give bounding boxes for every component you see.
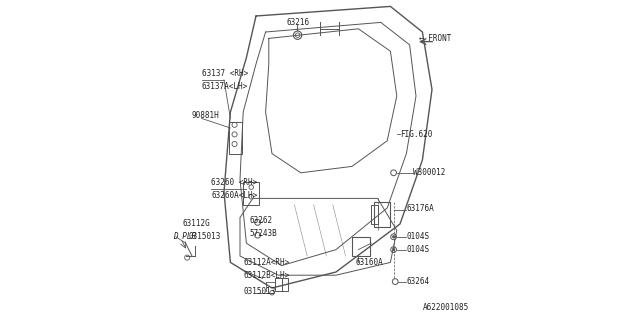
Text: 0104S: 0104S <box>406 232 429 241</box>
Text: 57243B: 57243B <box>250 229 277 238</box>
Bar <box>374 202 390 227</box>
Text: W300012: W300012 <box>413 168 445 177</box>
Text: A622001085: A622001085 <box>422 303 468 312</box>
Text: 63137 <RH>: 63137 <RH> <box>202 69 248 78</box>
Bar <box>282 278 288 291</box>
Circle shape <box>392 236 395 238</box>
Text: 63137A<LH>: 63137A<LH> <box>202 82 248 91</box>
Text: ← FRONT: ← FRONT <box>419 34 452 43</box>
Bar <box>371 205 378 224</box>
Text: 90881H: 90881H <box>192 111 220 120</box>
Bar <box>229 122 242 154</box>
Text: 63260 <RH>: 63260 <RH> <box>211 178 257 187</box>
Text: 63160A: 63160A <box>355 258 383 267</box>
Bar <box>243 182 259 205</box>
Text: 63176A: 63176A <box>406 204 434 212</box>
Bar <box>275 278 282 291</box>
Circle shape <box>392 248 395 251</box>
Text: D PLR: D PLR <box>173 232 196 241</box>
Text: 0315013: 0315013 <box>243 287 276 296</box>
Text: 0104S: 0104S <box>406 245 429 254</box>
Bar <box>352 237 370 256</box>
Text: 63112A<RH>: 63112A<RH> <box>243 258 289 267</box>
Text: 63112B<LH>: 63112B<LH> <box>243 271 289 280</box>
Text: 63260A<LH>: 63260A<LH> <box>211 191 257 200</box>
Text: 63262: 63262 <box>250 216 273 225</box>
Text: 63264: 63264 <box>406 277 429 286</box>
Text: FIG.620: FIG.620 <box>400 130 433 139</box>
Text: 63216: 63216 <box>286 18 309 27</box>
Text: 0315013: 0315013 <box>189 232 221 241</box>
Text: 63112G: 63112G <box>182 220 210 228</box>
